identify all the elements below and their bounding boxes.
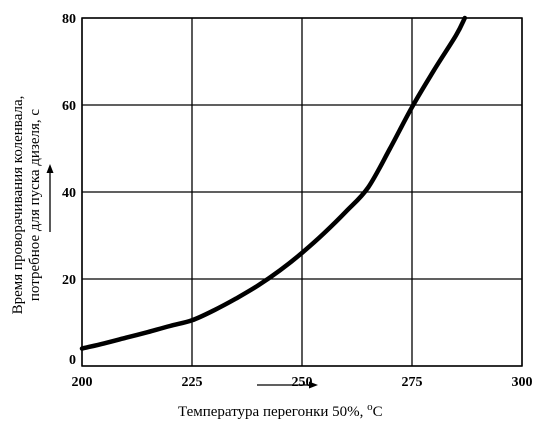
- series-lines: [79, 15, 468, 351]
- y-axis-label-line1: Время проворачивания коленвала,: [10, 96, 26, 315]
- plot-frame: [81, 17, 523, 367]
- x-axis-label: Температура перегонки 50%, oC: [178, 401, 383, 420]
- x-tick-label: 300: [512, 375, 533, 390]
- x-tick-label: 225: [182, 375, 203, 390]
- y-axis-label-line2: потребное для пуска дизеля, с: [27, 109, 43, 302]
- x-tick-label: 200: [72, 375, 93, 390]
- y-tick-label: 20: [62, 273, 76, 288]
- x-axis-arrow: [257, 381, 318, 389]
- y-axis-label: Время проворачивания коленвала, потребно…: [10, 96, 43, 315]
- tick-labels: 200 225 250 275 300 0 20 40 60 80: [62, 12, 533, 390]
- y-axis-arrow: [46, 164, 54, 232]
- x-tick-label: 275: [402, 375, 423, 390]
- y-tick-label: 40: [62, 186, 76, 201]
- y-tick-label: 0: [69, 353, 76, 368]
- x-tick-label: 250: [292, 375, 313, 390]
- y-tick-label: 80: [62, 12, 76, 27]
- y-tick-label: 60: [62, 99, 76, 114]
- series-line-0: [79, 15, 468, 351]
- grid: [81, 17, 523, 367]
